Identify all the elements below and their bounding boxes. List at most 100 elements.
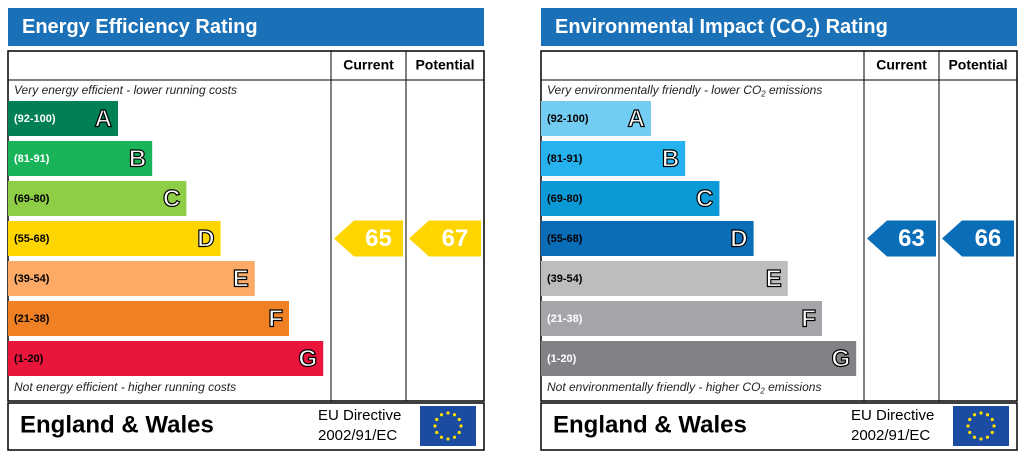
potential-arrow — [409, 220, 481, 257]
band-bar — [8, 101, 118, 136]
current-value: 65 — [365, 225, 392, 252]
band-range: (69-80) — [547, 193, 583, 205]
panel-title-part: Environmental Impact (CO — [555, 16, 806, 38]
potential-arrow — [942, 220, 1014, 257]
panel-title: Environmental Impact (CO2) Rating — [555, 16, 888, 40]
eu-star — [457, 430, 461, 435]
band-letter: G — [832, 345, 851, 372]
footer-region: England & Wales — [553, 411, 747, 438]
current-value: 63 — [898, 225, 925, 252]
eu-star — [968, 430, 972, 435]
band-range: (55-68) — [547, 233, 583, 245]
eu-star — [459, 424, 463, 428]
band-bar — [541, 261, 788, 296]
band-bar — [8, 301, 289, 336]
band-letter: F — [268, 305, 283, 332]
band-letter: C — [163, 185, 180, 212]
column-header: Potential — [948, 57, 1007, 73]
band-range: (55-68) — [14, 233, 50, 245]
top-note: Very environmentally friendly - lower CO… — [547, 83, 822, 98]
column-header: Potential — [415, 57, 474, 73]
directive-line: EU Directive — [851, 407, 934, 424]
band-range: (21-38) — [547, 313, 583, 325]
band-range: (1-20) — [14, 353, 44, 365]
footer-region: England & Wales — [20, 411, 214, 438]
rating-panel: Energy Efficiency Rating Current Potential… — [7, 8, 485, 451]
band-bar — [541, 101, 651, 136]
eu-star — [457, 417, 461, 422]
bottom-note-part: Not energy efficient - higher running co… — [14, 380, 236, 394]
band-bar — [541, 301, 822, 336]
eu-star — [979, 437, 983, 441]
band-bar — [8, 221, 221, 256]
panel-title-part: Energy Efficiency Rating — [22, 16, 258, 38]
band-letter: A — [628, 105, 645, 132]
eu-star — [446, 411, 450, 415]
band-bar — [8, 341, 324, 376]
band-range: (21-38) — [14, 313, 50, 325]
column-header: Current — [876, 57, 927, 73]
band-bar — [8, 181, 187, 216]
footer-frame — [540, 402, 1018, 451]
band-bar — [8, 141, 153, 176]
eu-star — [435, 417, 439, 422]
panel-title-part: 2 — [806, 25, 813, 40]
bottom-note-part: emissions — [765, 380, 822, 394]
band-letter: B — [662, 145, 679, 172]
eu-star — [992, 424, 996, 428]
bottom-note-part: 2 — [759, 387, 765, 396]
title-bar — [541, 8, 1017, 46]
band-range: (69-80) — [14, 193, 50, 205]
eu-star — [972, 413, 977, 417]
band-bar — [541, 141, 686, 176]
current-arrow — [867, 220, 936, 257]
eu-star — [446, 437, 450, 441]
panel-title: Energy Efficiency Rating — [22, 16, 258, 38]
eu-star — [433, 424, 437, 428]
band-letter: D — [730, 225, 747, 252]
eu-star — [972, 435, 977, 439]
band-bar — [541, 221, 754, 256]
eu-star — [435, 430, 439, 435]
eu-star — [452, 413, 457, 417]
eu-star — [439, 435, 444, 439]
top-note-part: emissions — [766, 83, 823, 97]
band-letter: D — [197, 225, 214, 252]
eu-star — [439, 413, 444, 417]
panel-title-part: ) Rating — [813, 16, 887, 38]
eu-star — [985, 435, 990, 439]
potential-value: 66 — [975, 225, 1002, 252]
band-letter: G — [299, 345, 318, 372]
bottom-note: Not energy efficient - higher running co… — [14, 380, 236, 394]
potential-value: 67 — [442, 225, 469, 252]
band-letter: B — [129, 145, 146, 172]
band-letter: F — [801, 305, 816, 332]
rating-panel: Environmental Impact (CO2) RatingCurrent… — [540, 8, 1018, 451]
band-letter: C — [696, 185, 713, 212]
band-range: (92-100) — [14, 113, 56, 125]
band-bar — [541, 341, 857, 376]
footer-frame — [7, 402, 485, 451]
directive-line: 2002/91/EC — [318, 427, 397, 444]
band-range: (81-91) — [547, 153, 583, 165]
top-note-part: Very energy efficient - lower running co… — [14, 83, 237, 97]
eu-star — [966, 424, 970, 428]
band-bar — [8, 261, 255, 296]
eu-star — [990, 430, 994, 435]
directive-line: 2002/91/EC — [851, 427, 930, 444]
band-range: (39-54) — [547, 273, 583, 285]
current-arrow — [334, 220, 403, 257]
bottom-note-part: Not environmentally friendly - higher CO — [547, 380, 760, 394]
eu-star — [990, 417, 994, 422]
eu-star — [968, 417, 972, 422]
band-letter: E — [766, 265, 782, 292]
band-range: (81-91) — [14, 153, 50, 165]
band-letter: E — [233, 265, 249, 292]
band-range: (92-100) — [547, 113, 589, 125]
top-note: Very energy efficient - lower running co… — [14, 83, 237, 97]
eu-star — [452, 435, 457, 439]
eu-star — [979, 411, 983, 415]
top-note-part: 2 — [760, 90, 766, 99]
column-header: Current — [343, 57, 394, 73]
